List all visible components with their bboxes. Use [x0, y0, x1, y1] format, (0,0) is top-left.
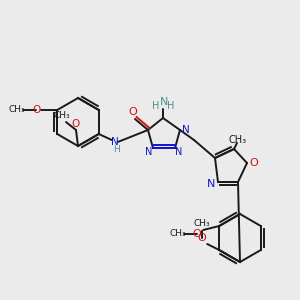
Text: H: H [113, 145, 120, 154]
Text: N: N [160, 97, 168, 107]
Text: O: O [198, 233, 207, 243]
Text: CH₃: CH₃ [54, 112, 70, 121]
Text: CH₃: CH₃ [229, 135, 247, 145]
Text: CH₃: CH₃ [170, 230, 187, 238]
Text: O: O [250, 158, 258, 168]
Text: O: O [129, 107, 137, 117]
Text: N: N [111, 137, 119, 147]
Text: N: N [145, 147, 153, 157]
Text: O: O [193, 229, 202, 239]
Text: CH₃: CH₃ [9, 106, 26, 115]
Text: N: N [207, 179, 215, 189]
Text: N: N [182, 125, 190, 135]
Text: O: O [32, 105, 40, 115]
Text: H: H [167, 101, 175, 111]
Text: O: O [72, 119, 80, 129]
Text: H: H [152, 101, 160, 111]
Text: CH₃: CH₃ [194, 218, 211, 227]
Text: N: N [175, 147, 183, 157]
